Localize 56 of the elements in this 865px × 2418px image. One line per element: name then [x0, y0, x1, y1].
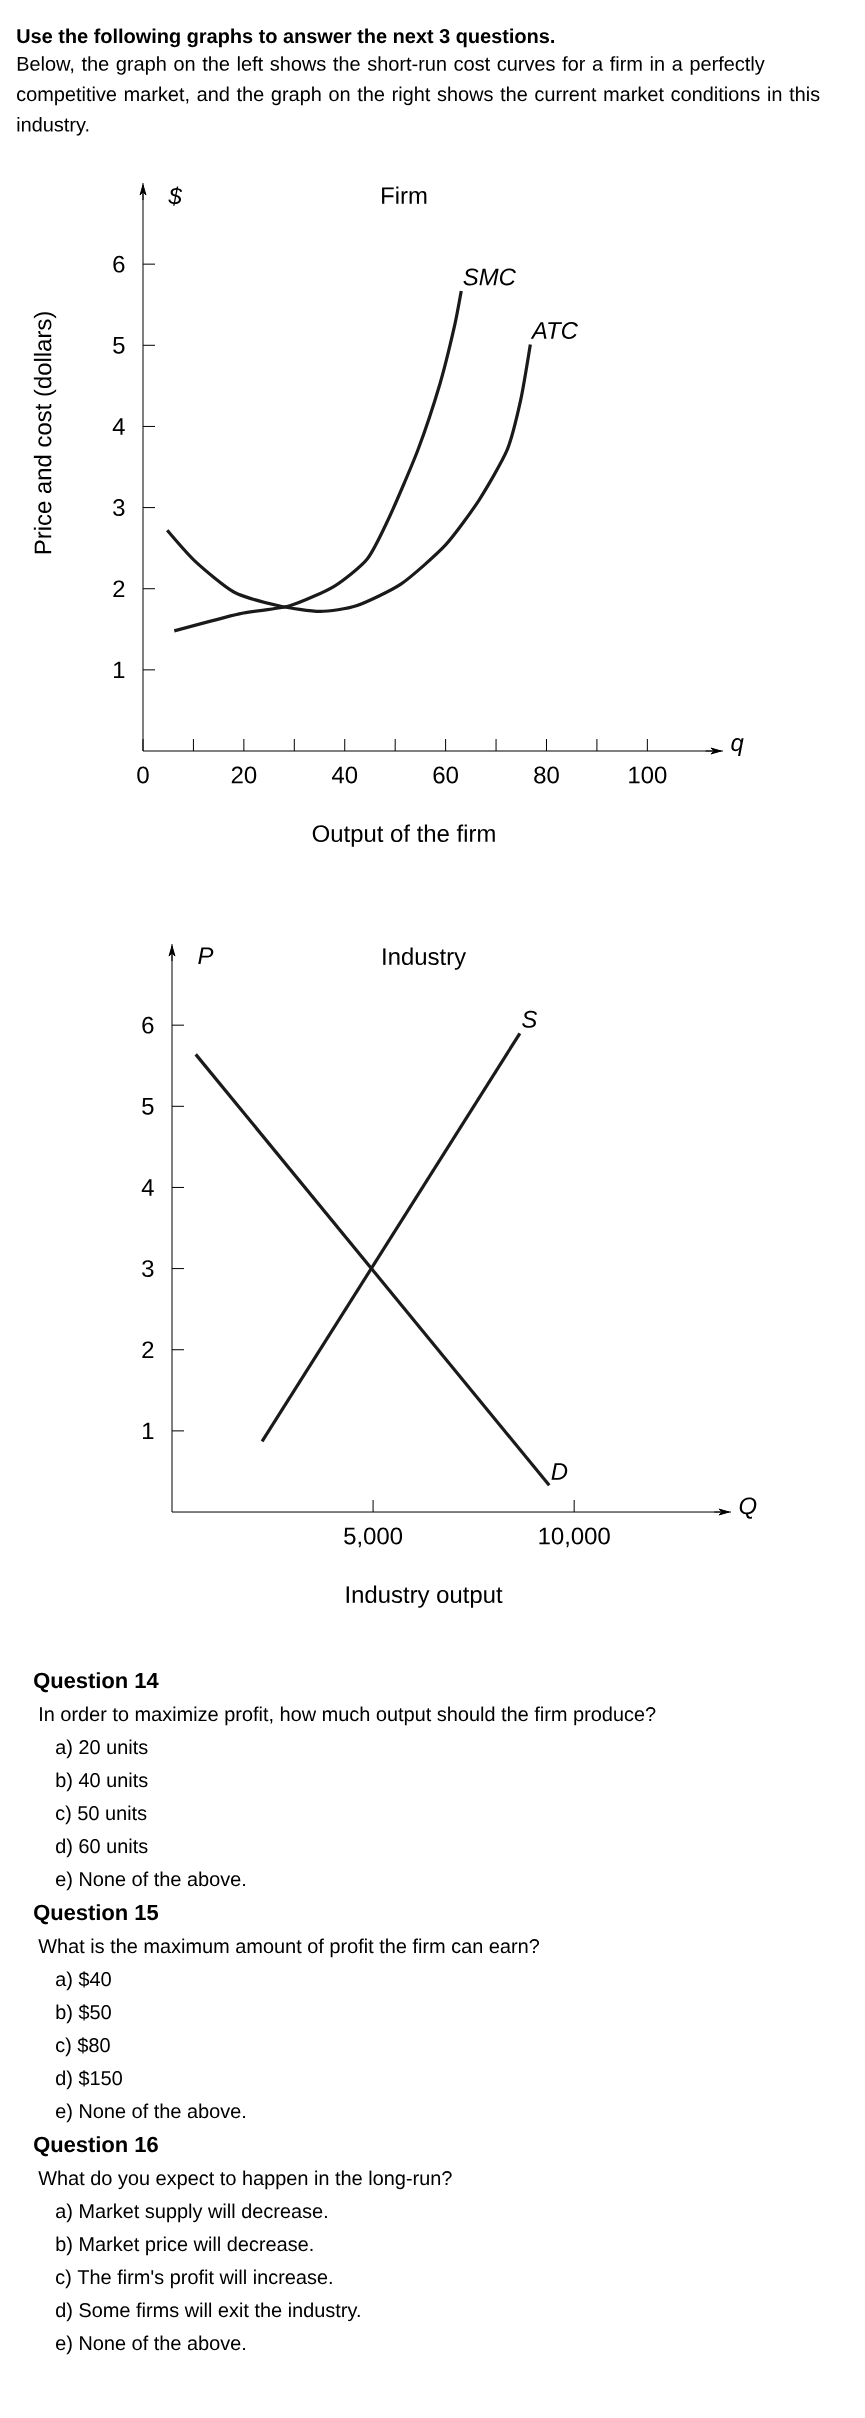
- text: b) 40 units: [56, 1772, 148, 1792]
- y-tick-label: 4: [112, 418, 125, 435]
- y-tick-label: 6: [113, 255, 125, 273]
- y-tick-label: 5: [142, 1097, 154, 1115]
- text: a) $40: [56, 1971, 111, 1991]
- series-label: S: [522, 1010, 538, 1028]
- x-tick-label: 40: [331, 766, 358, 784]
- text: q: [731, 738, 744, 756]
- x-tick-label: 5,000: [344, 1527, 403, 1548]
- text: Question 14: [34, 1672, 159, 1693]
- text: b) $50: [56, 2004, 111, 2024]
- series-label: SMC: [463, 268, 517, 286]
- x-tick-label: 100: [629, 766, 667, 784]
- text: c) $80: [56, 2037, 110, 2057]
- y-tick-label: 2: [113, 580, 125, 598]
- y-tick-label: 6: [142, 1016, 154, 1034]
- y-axis-title: P: [198, 947, 214, 964]
- x-tick-label: 80: [534, 766, 559, 784]
- y-axis-title: $: [168, 186, 183, 206]
- y-tick-label: 1: [114, 661, 125, 679]
- series-label: D: [551, 1463, 568, 1480]
- text: What do you expect to happen in the long-run?: [38, 2170, 452, 2190]
- text: Below, the graph on the left shows the short-run cost curves for a firm in a perfectly competitive market, and the graph on the right shows the current market conditions in this industry.: [17, 56, 820, 136]
- x-tick-label: 60: [433, 766, 458, 784]
- text: e) None of the above.: [56, 2335, 245, 2355]
- y-tick-label: 3: [113, 499, 125, 517]
- text: c) The firm's profit will increase.: [56, 2269, 332, 2289]
- text: Price and cost (dollars): [33, 312, 57, 554]
- text: a) Market supply will decrease.: [56, 2203, 327, 2223]
- text: Question 16: [34, 2136, 158, 2157]
- text: What is the maximum amount of profit the firm can earn?: [38, 1938, 540, 1958]
- chart-title: Industry: [383, 947, 467, 970]
- text: Q: [739, 1497, 757, 1519]
- x-axis-title: Industry output: [346, 1585, 503, 1608]
- y-tick-label: 2: [142, 1341, 154, 1359]
- text: In order to maximize profit, how much output should the firm produce?: [40, 1706, 656, 1726]
- text: Use the following graphs to answer the next 3 questions.: [17, 28, 554, 48]
- text: a) 20 units: [56, 1739, 148, 1759]
- text: d) 60 units: [56, 1838, 148, 1858]
- text: d) $150: [56, 2070, 122, 2090]
- y-tick-label: 4: [141, 1179, 154, 1196]
- x-tick-label: 20: [231, 766, 257, 784]
- y-tick-label: 5: [113, 336, 125, 354]
- y-tick-label: 3: [142, 1260, 154, 1278]
- text: d) Some firms will exit the industry.: [56, 2302, 360, 2322]
- text: Question 15: [34, 1904, 159, 1925]
- chart-title: Firm: [382, 186, 427, 204]
- y-tick-label: 1: [143, 1422, 154, 1440]
- text: b) Market price will decrease.: [56, 2236, 313, 2256]
- text: e) None of the above.: [56, 1871, 245, 1891]
- series-label: ATC: [530, 322, 579, 339]
- text: c) 50 units: [56, 1805, 147, 1825]
- x-tick-label: 10,000: [539, 1527, 610, 1548]
- x-tick-label: 0: [137, 766, 149, 784]
- x-axis-title: Output of the firm: [312, 824, 495, 847]
- text: e) None of the above.: [56, 2103, 245, 2123]
